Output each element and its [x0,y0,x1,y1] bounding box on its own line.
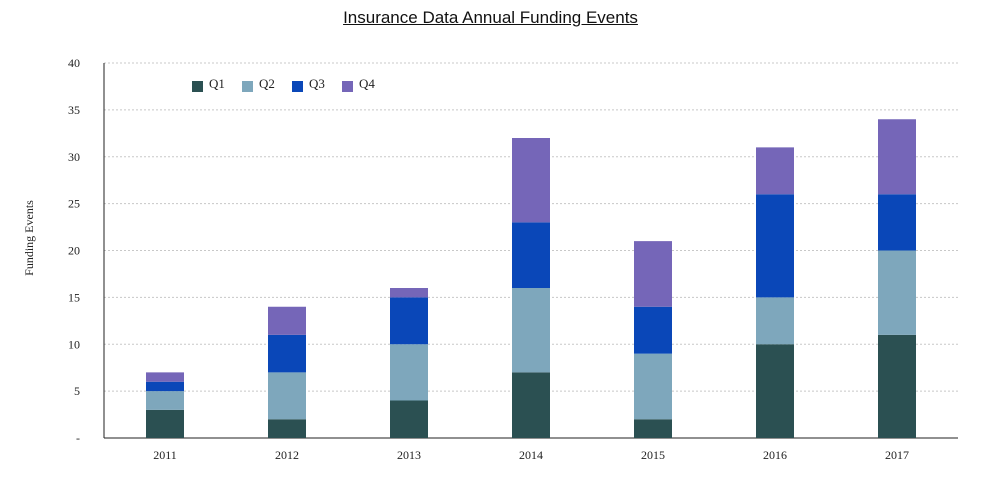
legend-swatch-q2 [242,81,253,92]
legend-swatch-q4 [342,81,353,92]
bar-segment-2015-q4 [634,241,672,307]
x-tick-label: 2012 [275,448,299,462]
bar-segment-2011-q2 [146,391,184,410]
y-tick-label: 35 [68,103,80,117]
legend-label-q3: Q3 [309,76,325,91]
bar-segment-2014-q3 [512,222,550,288]
bar-segment-2011-q3 [146,381,184,392]
bar-segment-2017-q2 [878,250,916,335]
bar-segment-2011-q1 [146,409,184,438]
legend-label-q4: Q4 [359,76,375,91]
bar-segment-2016-q1 [756,344,794,438]
y-tick-label: 20 [68,244,80,258]
x-tick-label: 2014 [519,448,543,462]
y-tick-label: 5 [74,384,80,398]
y-tick-label: 25 [68,197,80,211]
x-tick-label: 2011 [153,448,177,462]
bar-segment-2017-q4 [878,119,916,195]
x-tick-label: 2017 [885,448,909,462]
bar-segment-2016-q2 [756,297,794,345]
bar-segment-2012-q3 [268,334,306,373]
bar-segment-2014-q2 [512,288,550,373]
bar-segment-2013-q1 [390,400,428,438]
bar-segment-2013-q3 [390,297,428,345]
legend-swatch-q1 [192,81,203,92]
chart-title: Insurance Data Annual Funding Events [343,8,638,27]
bar-segment-2016-q4 [756,147,794,195]
y-tick-label: 30 [68,150,80,164]
y-tick-label: 10 [68,337,80,351]
legend-swatch-q3 [292,81,303,92]
legend-label-q2: Q2 [259,76,275,91]
legend-label-q1: Q1 [209,76,225,91]
bar-segment-2014-q4 [512,138,550,223]
bar-segment-2012-q2 [268,372,306,420]
x-tick-label: 2013 [397,448,421,462]
bar-segment-2011-q4 [146,372,184,382]
bars [146,119,916,438]
x-tick-label: 2015 [641,448,665,462]
bar-segment-2015-q1 [634,419,672,438]
y-tick-label: - [76,431,80,445]
bar-segment-2017-q3 [878,194,916,251]
y-tick-label: 40 [68,56,80,70]
y-axis-label: Funding Events [22,200,36,276]
bar-segment-2015-q2 [634,353,672,420]
y-tick-label: 15 [68,290,80,304]
bar-segment-2012-q1 [268,419,306,438]
legend: Q1 Q2 Q3 Q4 [192,76,375,92]
bar-segment-2013-q4 [390,288,428,298]
x-tick-label: 2016 [763,448,787,462]
bar-segment-2016-q3 [756,194,794,298]
bar-segment-2015-q3 [634,306,672,354]
bar-segment-2013-q2 [390,344,428,401]
bar-segment-2017-q1 [878,334,916,438]
axes: - 5 10 15 20 25 30 35 40 2011 2012 2013 2014 2015 2016… [68,56,958,462]
bar-segment-2014-q1 [512,372,550,438]
bar-segment-2012-q4 [268,306,306,335]
